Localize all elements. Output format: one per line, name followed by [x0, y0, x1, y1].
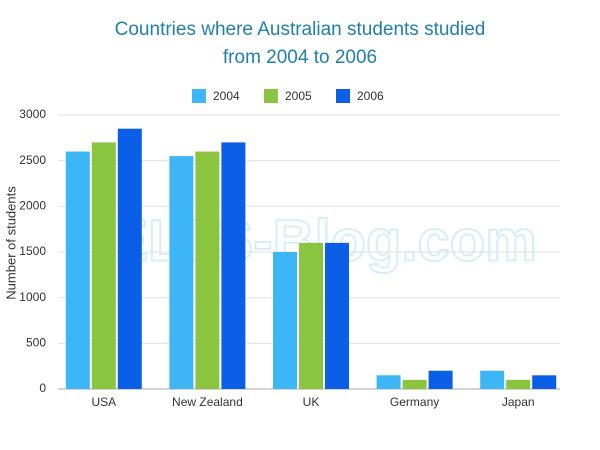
bar	[169, 156, 194, 389]
bar	[117, 128, 142, 389]
x-tick-label: Japan	[502, 395, 535, 409]
bar	[402, 379, 427, 389]
bar	[428, 370, 453, 389]
bar	[273, 252, 297, 389]
legend-swatch	[264, 89, 278, 103]
x-tick-label: Germany	[390, 395, 439, 409]
x-tick-label: USA	[91, 395, 116, 409]
legend-label: 2006	[357, 89, 384, 103]
x-tick-label: UK	[303, 395, 320, 409]
bar	[299, 242, 323, 389]
bar	[195, 151, 220, 389]
chart-title: Countries where Australian students stud…	[114, 19, 486, 68]
legend-swatch	[192, 89, 206, 103]
y-tick-label: 500	[26, 336, 46, 350]
bar	[91, 142, 116, 389]
bar	[65, 151, 90, 389]
y-tick-label: 2000	[19, 199, 46, 213]
bar	[480, 370, 505, 389]
bar	[376, 375, 401, 389]
legend-swatch	[336, 89, 350, 103]
y-tick-label: 0	[39, 381, 46, 395]
y-axis-label: Number of students	[3, 186, 18, 300]
bar	[532, 375, 557, 389]
y-tick-label: 1500	[19, 244, 46, 258]
bar	[506, 379, 531, 389]
legend-label: 2004	[213, 89, 240, 103]
legend-label: 2005	[285, 89, 312, 103]
x-tick-label: New Zealand	[172, 395, 243, 409]
y-tick-label: 2500	[19, 153, 46, 167]
y-tick-label: 1000	[19, 290, 46, 304]
y-tick-label: 3000	[19, 107, 46, 121]
bar	[325, 242, 349, 389]
bar	[221, 142, 246, 389]
